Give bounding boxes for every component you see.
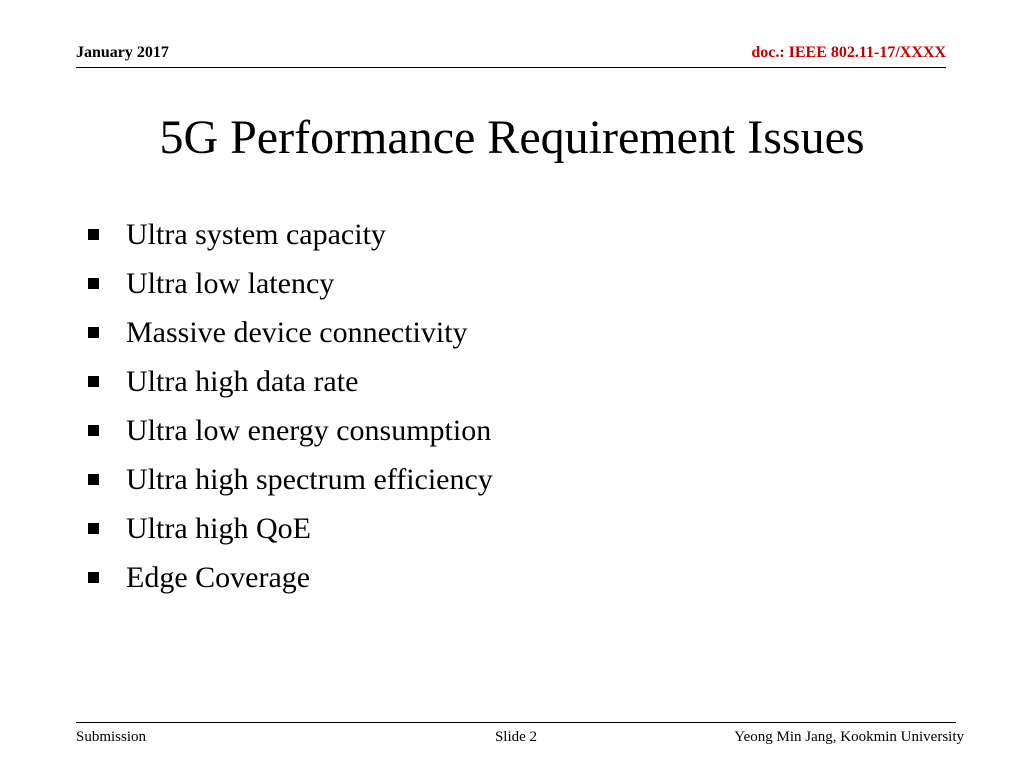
bullet-text: Ultra high spectrum efficiency [126, 462, 493, 496]
square-bullet-icon [88, 572, 99, 583]
footer-author: Yeong Min Jang, Kookmin University [734, 729, 964, 745]
bullet-text: Ultra low energy consumption [126, 413, 492, 447]
bullet-text: Ultra high data rate [126, 364, 359, 398]
footer-submission: Submission [76, 729, 147, 745]
bullet-item: Massive device connectivity [88, 308, 493, 357]
slide-title: 5G Performance Requirement Issues [159, 111, 865, 164]
bullet-item: Ultra system capacity [88, 210, 493, 259]
footer-divider [76, 722, 956, 723]
header-doc-id: doc.: IEEE 802.11-17/XXXX [751, 44, 946, 61]
header-date: January 2017 [76, 44, 169, 61]
square-bullet-icon [88, 376, 99, 387]
bullet-item: Ultra low energy consumption [88, 406, 493, 455]
bullet-text: Ultra high QoE [126, 511, 311, 545]
bullet-text: Ultra system capacity [126, 217, 386, 251]
bullet-text: Ultra low latency [126, 266, 335, 300]
square-bullet-icon [88, 425, 99, 436]
bullet-item: Edge Coverage [88, 553, 493, 602]
header-divider [76, 67, 946, 68]
square-bullet-icon [88, 278, 99, 289]
bullet-item: Ultra high spectrum efficiency [88, 455, 493, 504]
bullet-item: Ultra low latency [88, 259, 493, 308]
bullet-text: Massive device connectivity [126, 315, 468, 349]
square-bullet-icon [88, 327, 99, 338]
bullet-text: Edge Coverage [126, 560, 311, 594]
bullet-list: Ultra system capacity Ultra low latency … [88, 210, 493, 602]
square-bullet-icon [88, 474, 99, 485]
bullet-item: Ultra high data rate [88, 357, 493, 406]
square-bullet-icon [88, 229, 99, 240]
bullet-item: Ultra high QoE [88, 504, 493, 553]
footer-slide-number: Slide 2 [494, 729, 538, 745]
square-bullet-icon [88, 523, 99, 534]
